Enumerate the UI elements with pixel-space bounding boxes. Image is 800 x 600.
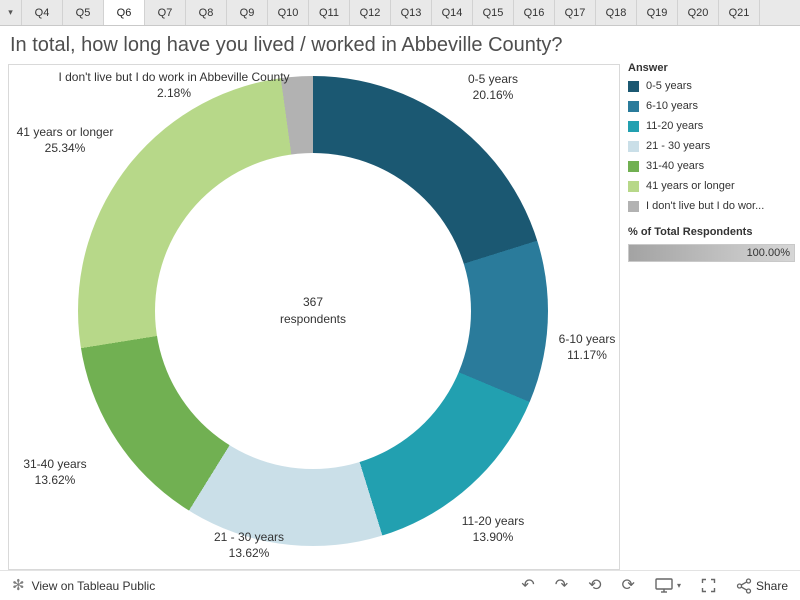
legend-swatch	[628, 80, 639, 92]
tab-q5[interactable]: Q5	[63, 0, 104, 25]
legend-label: I don't live but I do wor...	[646, 200, 765, 212]
legend-item[interactable]: 21 - 30 years	[628, 140, 795, 152]
tab-q15[interactable]: Q15	[473, 0, 514, 25]
size-legend-value: 100.00%	[746, 247, 790, 259]
tableau-toolbar: ✻ View on Tableau Public ↶ ↷ ⟲ ⟳ ▾ Share	[0, 570, 800, 600]
share-button[interactable]: Share	[736, 577, 788, 594]
refresh-icon[interactable]: ⟳	[621, 576, 635, 594]
view-on-tableau-link[interactable]: ✻ View on Tableau Public	[12, 578, 155, 593]
tab-q21[interactable]: Q21	[719, 0, 760, 25]
tab-q11[interactable]: Q11	[309, 0, 350, 25]
legend-label: 21 - 30 years	[646, 140, 711, 152]
share-icon	[736, 577, 752, 594]
tab-q16[interactable]: Q16	[514, 0, 555, 25]
tab-q17[interactable]: Q17	[555, 0, 596, 25]
toolbar-buttons: ↶ ↷ ⟲ ⟳ ▾ Share	[521, 576, 788, 594]
tab-q12[interactable]: Q12	[350, 0, 391, 25]
legend-swatch	[628, 180, 639, 192]
tableau-logo-icon: ✻	[12, 577, 25, 594]
respondent-count-label: respondents	[279, 312, 347, 326]
revert-icon[interactable]: ⟲	[588, 576, 602, 594]
legend-item[interactable]: 41 years or longer	[628, 180, 795, 192]
page-title: In total, how long have you lived / work…	[10, 34, 563, 56]
chart-area: 367 respondents 0-5 years 20.16% 6-10 year…	[8, 64, 620, 570]
fullscreen-button[interactable]	[701, 578, 716, 593]
tab-q6[interactable]: Q6	[104, 0, 145, 25]
tab-q14[interactable]: Q14	[432, 0, 473, 25]
view-on-tableau-label: View on Tableau Public	[31, 578, 156, 593]
legend-items: 0-5 years 6-10 years 11-20 years 21 - 30 ye…	[628, 80, 795, 212]
share-label: Share	[755, 578, 788, 593]
legend-item[interactable]: 0-5 years	[628, 80, 795, 92]
tab-q10[interactable]: Q10	[268, 0, 309, 25]
slice-label-4: 31-40 years 13.62%	[23, 457, 87, 487]
legend-swatch	[628, 200, 639, 212]
legend-label: 6-10 years	[646, 100, 698, 112]
sheet-tab-bar: ▾ Q4 Q5 Q6 Q7 Q8 Q9 Q10 Q11 Q12 Q13 Q14 Q15 Q16 Q17 Q1…	[0, 0, 800, 26]
tab-q4[interactable]: Q4	[22, 0, 63, 25]
legend-title: Answer	[628, 62, 668, 74]
device-layout-button[interactable]: ▾	[655, 578, 681, 593]
legend-swatch	[628, 140, 639, 152]
legend-item[interactable]: I don't live but I do wor...	[628, 200, 795, 212]
sheet-tabs: Q4 Q5 Q6 Q7 Q8 Q9 Q10 Q11 Q12 Q13 Q14 Q15 Q16 Q17 Q18 Q…	[22, 0, 760, 25]
respondent-count: 367	[302, 295, 323, 309]
slice-label-6: I don't live but I do work in Abbeville …	[58, 70, 290, 100]
caret-down-icon: ▾	[676, 581, 681, 590]
tab-q18[interactable]: Q18	[596, 0, 637, 25]
tab-q9[interactable]: Q9	[227, 0, 268, 25]
legend-item[interactable]: 11-20 years	[628, 120, 795, 132]
slice-label-1: 6-10 years 11.17%	[558, 332, 616, 362]
dashboard-main: In total, how long have you lived / work…	[0, 26, 800, 570]
fullscreen-icon	[701, 578, 716, 593]
tabs-dropdown-button[interactable]: ▾	[0, 0, 22, 25]
legend-item[interactable]: 6-10 years	[628, 100, 795, 112]
tab-q19[interactable]: Q19	[637, 0, 678, 25]
redo-icon[interactable]: ↷	[554, 576, 569, 594]
tab-q13[interactable]: Q13	[391, 0, 432, 25]
legend-panel: Answer 0-5 years 6-10 years 11-20 years 21 …	[628, 62, 795, 262]
legend-swatch	[628, 160, 639, 172]
legend-swatch	[628, 100, 639, 112]
size-legend-bar[interactable]: 100.00%	[628, 244, 795, 262]
legend-item[interactable]: 31-40 years	[628, 160, 795, 172]
tab-q7[interactable]: Q7	[145, 0, 186, 25]
slice-label-2: 11-20 years 13.90%	[461, 514, 525, 544]
legend-label: 31-40 years	[646, 160, 705, 172]
slice-label-3: 21 - 30 years 13.62%	[213, 530, 285, 560]
donut-center-label: 367 respondents	[280, 294, 346, 328]
tab-q20[interactable]: Q20	[678, 0, 719, 25]
slice-label-0: 0-5 years 20.16%	[467, 72, 519, 102]
undo-icon[interactable]: ↶	[521, 576, 535, 594]
donut-chart[interactable]: 367 respondents	[78, 76, 548, 546]
legend-label: 41 years or longer	[646, 180, 735, 192]
legend-label: 0-5 years	[646, 80, 692, 92]
size-legend-title: % of Total Respondents	[628, 226, 753, 238]
monitor-icon	[655, 578, 673, 593]
slice-label-5: 41 years or longer 25.34%	[16, 125, 114, 155]
legend-swatch	[628, 120, 639, 132]
tab-q8[interactable]: Q8	[186, 0, 227, 25]
donut-hole: 367 respondents	[155, 153, 471, 469]
legend-label: 11-20 years	[646, 120, 704, 132]
